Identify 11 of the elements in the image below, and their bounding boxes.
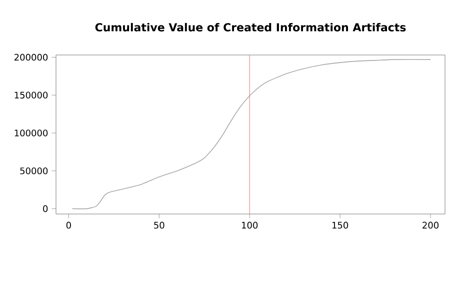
x-tick-label: 50 xyxy=(154,222,164,229)
y-tick-label: 0 xyxy=(43,205,48,212)
x-tick-label: 0 xyxy=(66,222,71,229)
y-tick-label: 100000 xyxy=(14,130,48,136)
y-tick-label: 50000 xyxy=(20,167,48,174)
x-tick-label: 100 xyxy=(242,222,258,229)
y-tick-label: 150000 xyxy=(14,92,48,99)
x-tick-label: 150 xyxy=(332,222,348,229)
chart-title: Cumulative Value of Created Information Artifacts xyxy=(95,22,406,32)
x-tick-label: 200 xyxy=(422,222,439,229)
y-tick-label: 200000 xyxy=(14,54,48,61)
